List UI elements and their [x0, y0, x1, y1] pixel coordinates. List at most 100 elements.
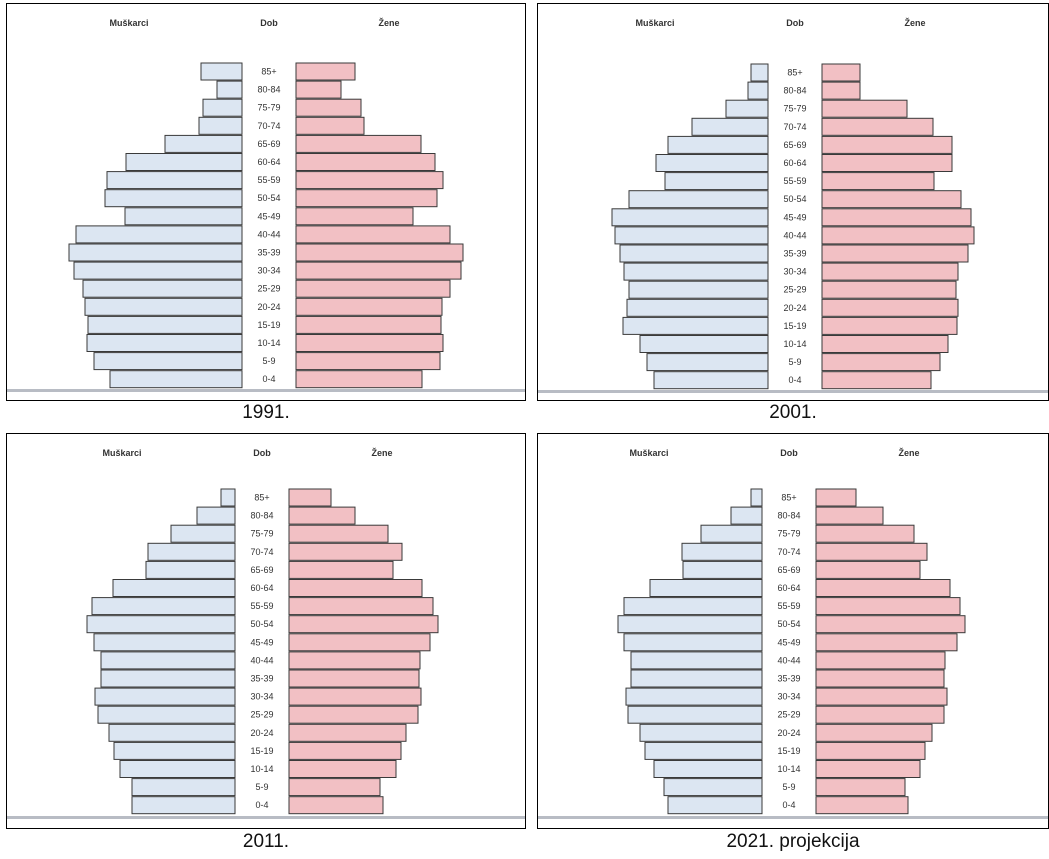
age-label-0-4: 0-4 [262, 374, 275, 384]
bar-male-15-19 [87, 315, 243, 334]
age-label-70-74: 70-74 [777, 547, 800, 557]
age-label-75-79: 75-79 [777, 529, 800, 539]
bar-female-65-69 [815, 560, 921, 579]
bar-male-5-9 [131, 778, 236, 797]
bar-male-45-49 [93, 633, 236, 652]
age-label-65-69: 65-69 [257, 139, 280, 149]
bar-male-20-24 [84, 297, 243, 316]
age-label-25-29: 25-29 [783, 285, 806, 295]
age-label-60-64: 60-64 [257, 157, 280, 167]
age-label-80-84: 80-84 [250, 511, 273, 521]
age-label-25-29: 25-29 [777, 710, 800, 720]
bar-female-55-59 [815, 597, 961, 616]
bar-female-75-79 [288, 524, 389, 543]
bar-male-40-44 [630, 651, 763, 670]
age-label-0-4: 0-4 [788, 375, 801, 385]
bar-male-30-34 [73, 261, 243, 280]
age-label-70-74: 70-74 [250, 547, 273, 557]
bar-male-85+ [220, 488, 236, 507]
bar-male-55-59 [106, 171, 243, 190]
bar-male-70-74 [147, 542, 236, 561]
bar-female-65-69 [821, 135, 953, 154]
bar-male-50-54 [86, 615, 236, 634]
bar-female-10-14 [295, 334, 444, 352]
bar-female-30-34 [821, 262, 959, 281]
bar-male-5-9 [646, 353, 769, 372]
age-label-15-19: 15-19 [250, 746, 273, 756]
age-label-40-44: 40-44 [257, 229, 280, 239]
bar-female-85+ [295, 62, 356, 81]
header-female: Žene [898, 447, 919, 458]
bar-male-65-69 [164, 134, 243, 153]
age-label-15-19: 15-19 [257, 320, 280, 330]
bar-male-70-74 [681, 542, 763, 561]
bar-female-30-34 [288, 687, 422, 706]
bar-male-80-84 [747, 81, 769, 100]
bar-female-55-59 [821, 172, 935, 191]
bar-female-80-84 [288, 506, 356, 525]
bar-male-55-59 [664, 172, 769, 191]
bar-male-60-64 [649, 579, 763, 597]
bar-male-25-29 [628, 280, 769, 299]
bar-female-65-69 [288, 560, 394, 579]
bar-male-40-44 [75, 225, 243, 244]
age-label-20-24: 20-24 [257, 302, 280, 312]
bar-female-35-39 [288, 669, 420, 688]
bar-male-45-49 [124, 207, 243, 226]
age-label-25-29: 25-29 [257, 284, 280, 294]
header-female: Žene [378, 17, 399, 28]
age-label-65-69: 65-69 [783, 140, 806, 150]
bar-female-15-19 [821, 316, 958, 335]
age-label-55-59: 55-59 [777, 601, 800, 611]
age-label-30-34: 30-34 [783, 267, 806, 277]
bar-male-40-44 [614, 226, 769, 245]
age-label-40-44: 40-44 [783, 230, 806, 240]
age-label-35-39: 35-39 [250, 674, 273, 684]
age-label-45-49: 45-49 [783, 212, 806, 222]
bar-female-20-24 [295, 297, 443, 316]
header-female: Žene [371, 447, 392, 458]
age-label-75-79: 75-79 [250, 529, 273, 539]
baseline [538, 816, 1048, 819]
bar-male-50-54 [617, 615, 763, 634]
bar-male-60-64 [112, 579, 236, 597]
age-label-35-39: 35-39 [777, 674, 800, 684]
age-label-35-39: 35-39 [783, 249, 806, 259]
bar-male-85+ [750, 488, 763, 507]
bar-female-60-64 [288, 579, 423, 597]
header-age: Dob [253, 448, 271, 458]
chart-caption-1991: 1991. [242, 402, 290, 423]
age-label-0-4: 0-4 [255, 800, 268, 810]
bar-female-10-14 [821, 335, 949, 353]
bar-female-70-74 [288, 542, 403, 561]
bar-female-30-34 [815, 687, 948, 706]
age-label-30-34: 30-34 [777, 692, 800, 702]
bar-female-0-4 [821, 371, 932, 390]
chart-caption-2021: 2021. projekcija [726, 831, 860, 852]
bar-female-5-9 [815, 778, 906, 797]
bar-female-75-79 [821, 99, 908, 118]
header-male: Muškarci [635, 18, 674, 28]
population-pyramid-2001: Muškarci Dob Žene 85+ 80-84 75-79 70-74 65-69 60… [538, 17, 1048, 393]
age-label-5-9: 5-9 [262, 356, 275, 366]
population-pyramid-2021: Muškarci Dob Žene 85+ 80-84 75-79 70-74 65-69 60… [538, 447, 1048, 819]
age-label-65-69: 65-69 [777, 565, 800, 575]
bar-female-50-54 [815, 615, 966, 634]
age-label-85+: 85+ [787, 68, 802, 78]
age-label-75-79: 75-79 [257, 103, 280, 113]
age-label-85+: 85+ [261, 67, 276, 77]
age-label-50-54: 50-54 [257, 193, 280, 203]
bar-female-20-24 [288, 723, 407, 742]
bar-female-45-49 [288, 633, 431, 652]
bar-male-50-54 [104, 189, 243, 208]
bar-female-55-59 [295, 171, 444, 190]
age-label-5-9: 5-9 [255, 782, 268, 792]
bar-male-85+ [200, 62, 243, 81]
bar-male-30-34 [94, 687, 236, 706]
bar-male-20-24 [639, 723, 763, 742]
bar-female-0-4 [815, 796, 909, 815]
bar-male-15-19 [113, 741, 236, 760]
bar-male-5-9 [93, 352, 243, 371]
